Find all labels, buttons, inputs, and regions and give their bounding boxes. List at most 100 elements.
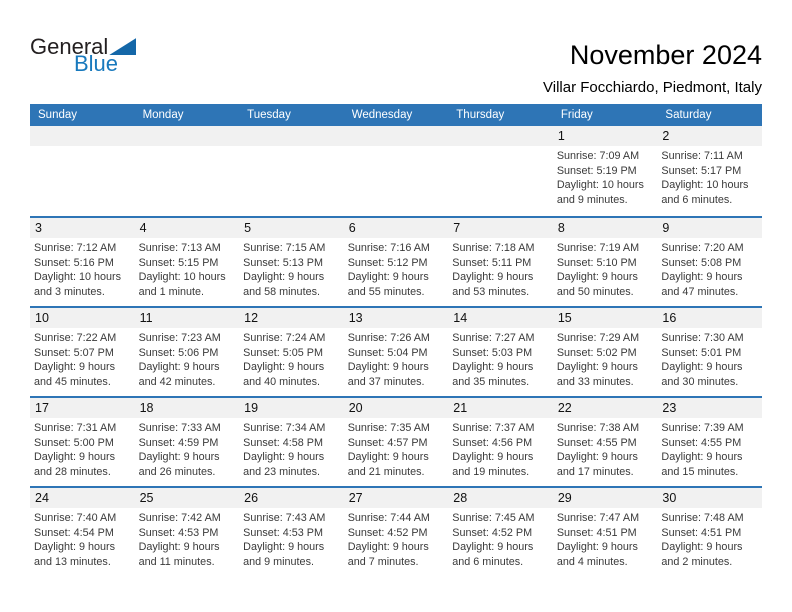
daylight-text-line1: Daylight: 9 hours (452, 451, 534, 463)
day-details: Sunrise: 7:23 AM Sunset: 5:06 PM Daylight:… (135, 328, 240, 389)
day-cell-21: 21 Sunrise: 7:37 AM Sunset: 4:56 PM Dayligh… (448, 398, 553, 486)
sunrise-text: Sunrise: 7:11 AM (661, 150, 743, 162)
week-row-4: 17 Sunrise: 7:31 AM Sunset: 5:00 PM Dayligh… (30, 396, 762, 486)
week-row-5: 24 Sunrise: 7:40 AM Sunset: 4:54 PM Dayligh… (30, 486, 762, 576)
sunrise-text: Sunrise: 7:39 AM (661, 422, 744, 434)
weekday-header-tuesday: Tuesday (247, 109, 291, 121)
daylight-text-line2: and 11 minutes. (138, 555, 215, 568)
day-details: Sunrise: 7:24 AM Sunset: 5:05 PM Daylight:… (239, 328, 344, 389)
title-block: November 2024 Villar Focchiardo, Piedmon… (543, 40, 762, 96)
weekday-header-thursday: Thursday (456, 109, 505, 121)
day-number-band: 7 (448, 218, 553, 238)
day-number-band: 25 (134, 488, 240, 508)
calendar-weeks: 1 Sunrise: 7:09 AM Sunset: 5:19 PM Daylight… (30, 126, 762, 576)
sunset-text: Sunset: 4:58 PM (243, 436, 323, 449)
daylight-text-line1: Daylight: 9 hours (243, 271, 325, 283)
daylight-text-line1: Daylight: 9 hours (661, 271, 743, 283)
day-number: 29 (557, 491, 572, 505)
sunset-text: Sunset: 4:51 PM (556, 526, 637, 539)
sunset-text: Sunset: 4:53 PM (138, 526, 219, 539)
day-cell-3: 3 Sunrise: 7:12 AM Sunset: 5:16 PM Daylight… (30, 218, 135, 306)
sunrise-text: Sunrise: 7:15 AM (243, 242, 326, 254)
sunset-text: Sunset: 4:52 PM (347, 526, 428, 539)
sunset-text: Sunset: 5:19 PM (556, 164, 637, 177)
daylight-text-line1: Daylight: 9 hours (243, 451, 325, 463)
sunrise-text: Sunrise: 7:44 AM (347, 512, 430, 524)
day-cell-7: 7 Sunrise: 7:18 AM Sunset: 5:11 PM Daylight… (448, 218, 553, 306)
day-cell-6: 6 Sunrise: 7:16 AM Sunset: 5:12 PM Daylight… (343, 218, 449, 306)
daylight-text-line1: Daylight: 9 hours (34, 541, 116, 553)
sunrise-text: Sunrise: 7:45 AM (452, 512, 535, 524)
daylight-text-line1: Daylight: 9 hours (661, 541, 743, 553)
daylight-text-line2: and 45 minutes. (34, 375, 111, 388)
daylight-text-line1: Daylight: 9 hours (452, 361, 534, 373)
day-number: 22 (557, 401, 572, 415)
day-details: Sunrise: 7:34 AM Sunset: 4:58 PM Daylight:… (239, 418, 344, 479)
logo-top-line: General (30, 36, 137, 58)
day-number-band: 2 (657, 126, 762, 146)
sunset-text: Sunset: 5:10 PM (556, 256, 637, 269)
sunrise-text: Sunrise: 7:12 AM (34, 242, 117, 254)
page-title: November 2024 (569, 40, 762, 70)
sunrise-text: Sunrise: 7:37 AM (452, 422, 535, 434)
daylight-text-line1: Daylight: 9 hours (34, 451, 116, 463)
day-number: 2 (662, 129, 670, 143)
sunrise-text: Sunrise: 7:48 AM (661, 512, 744, 524)
daylight-text-line1: Daylight: 9 hours (556, 361, 638, 373)
sunrise-text: Sunrise: 7:40 AM (34, 512, 117, 524)
day-cell-17: 17 Sunrise: 7:31 AM Sunset: 5:00 PM Dayligh… (30, 398, 135, 486)
daylight-text-line1: Daylight: 10 hours (556, 179, 644, 191)
daylight-text-line2: and 26 minutes. (138, 465, 216, 478)
empty-day-cell (134, 126, 240, 216)
sunset-text: Sunset: 5:16 PM (34, 256, 114, 269)
day-details: Sunrise: 7:15 AM Sunset: 5:13 PM Daylight:… (239, 238, 344, 299)
empty-day-cell (30, 126, 135, 216)
day-number-band: 11 (134, 308, 240, 328)
daylight-text-line1: Daylight: 10 hours (661, 179, 749, 191)
sunset-text: Sunset: 5:03 PM (452, 346, 533, 359)
sunset-text: Sunset: 5:01 PM (661, 346, 742, 359)
daylight-text-line1: Daylight: 10 hours (138, 271, 226, 283)
daylight-text-line1: Daylight: 9 hours (347, 451, 429, 463)
day-number-band: 24 (30, 488, 135, 508)
day-number: 27 (348, 491, 363, 505)
day-cell-15: 15 Sunrise: 7:29 AM Sunset: 5:02 PM Dayligh… (552, 308, 658, 396)
daylight-text-line1: Daylight: 9 hours (661, 451, 743, 463)
sunrise-text: Sunrise: 7:34 AM (243, 422, 326, 434)
day-number-band: 15 (552, 308, 658, 328)
day-cell-19: 19 Sunrise: 7:34 AM Sunset: 4:58 PM Dayligh… (239, 398, 344, 486)
day-cell-1: 1 Sunrise: 7:09 AM Sunset: 5:19 PM Daylight… (552, 126, 658, 216)
day-number: 19 (244, 401, 259, 415)
day-details: Sunrise: 7:47 AM Sunset: 4:51 PM Daylight:… (553, 508, 658, 569)
logo-triangle-icon (109, 38, 137, 55)
sunrise-text: Sunrise: 7:30 AM (661, 332, 744, 344)
day-number-band: 10 (30, 308, 135, 328)
daylight-text-line2: and 4 minutes. (556, 555, 628, 568)
daylight-text-line2: and 42 minutes. (138, 375, 216, 388)
sunset-text: Sunset: 5:13 PM (243, 256, 323, 269)
day-number-band: 13 (343, 308, 449, 328)
day-details: Sunrise: 7:27 AM Sunset: 5:03 PM Daylight:… (448, 328, 553, 389)
day-number-band: 27 (343, 488, 449, 508)
day-cell-22: 22 Sunrise: 7:38 AM Sunset: 4:55 PM Dayligh… (552, 398, 658, 486)
day-number: 24 (35, 491, 49, 505)
day-details: Sunrise: 7:30 AM Sunset: 5:01 PM Daylight:… (657, 328, 762, 389)
day-number-band: 16 (657, 308, 762, 328)
daylight-text-line2: and 9 minutes. (243, 555, 314, 568)
day-details: Sunrise: 7:39 AM Sunset: 4:55 PM Daylight:… (657, 418, 762, 479)
daylight-text-line1: Daylight: 9 hours (661, 361, 743, 373)
day-cell-16: 16 Sunrise: 7:30 AM Sunset: 5:01 PM Dayligh… (657, 308, 762, 396)
day-details: Sunrise: 7:09 AM Sunset: 5:19 PM Daylight:… (553, 146, 658, 207)
day-details: Sunrise: 7:33 AM Sunset: 4:59 PM Daylight:… (135, 418, 240, 479)
daylight-text-line2: and 23 minutes. (243, 465, 320, 478)
daylight-text-line1: Daylight: 9 hours (556, 451, 638, 463)
daylight-text-line2: and 37 minutes. (347, 375, 425, 388)
day-number: 20 (348, 401, 363, 415)
day-number: 10 (35, 311, 49, 325)
day-number-band: 21 (448, 398, 553, 418)
day-number-band: 4 (134, 218, 240, 238)
day-cell-8: 8 Sunrise: 7:19 AM Sunset: 5:10 PM Daylight… (552, 218, 658, 306)
daylight-text-line1: Daylight: 9 hours (556, 541, 638, 553)
daylight-text-line2: and 33 minutes. (556, 375, 634, 388)
day-details: Sunrise: 7:43 AM Sunset: 4:53 PM Daylight:… (239, 508, 344, 569)
